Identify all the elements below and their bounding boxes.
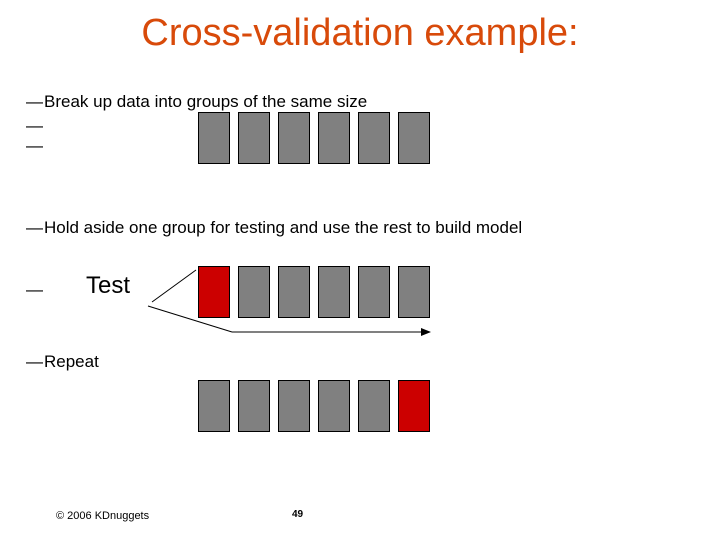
fold-box	[358, 266, 390, 318]
dash-icon: —	[26, 92, 44, 112]
fold-box	[358, 112, 390, 164]
slide-title: Cross-validation example:	[0, 12, 720, 55]
fold-box-test	[398, 380, 430, 432]
box-row-2	[198, 266, 430, 318]
fold-box	[198, 112, 230, 164]
copyright-footer: © 2006 KDnuggets	[56, 510, 149, 522]
dash-empty-1: —	[26, 116, 44, 136]
bullet-2: —Hold aside one group for testing and us…	[26, 218, 522, 238]
dash-icon: —	[26, 218, 44, 238]
fold-box	[278, 380, 310, 432]
dash-icon: —	[26, 352, 44, 372]
bullet-3-text: Repeat	[44, 352, 99, 371]
dash-empty-3: —	[26, 280, 44, 300]
fold-box	[398, 266, 430, 318]
dash-icon: —	[26, 116, 44, 136]
fold-box	[238, 380, 270, 432]
arrow-line	[152, 270, 196, 302]
fold-box-test	[198, 266, 230, 318]
dash-empty-2: —	[26, 136, 44, 156]
box-row-3	[198, 380, 430, 432]
bullet-2-text: Hold aside one group for testing and use…	[44, 218, 522, 237]
fold-box	[278, 112, 310, 164]
dash-icon: —	[26, 280, 44, 300]
fold-box	[318, 266, 350, 318]
fold-box	[238, 266, 270, 318]
fold-box	[358, 380, 390, 432]
fold-box	[198, 380, 230, 432]
dash-icon: —	[26, 136, 44, 156]
slide-number: 49	[292, 509, 303, 520]
bullet-1-text: Break up data into groups of the same si…	[44, 92, 367, 111]
fold-box	[238, 112, 270, 164]
bullet-3: —Repeat	[26, 352, 99, 372]
fold-box	[398, 112, 430, 164]
box-row-1	[198, 112, 430, 164]
fold-box	[318, 380, 350, 432]
fold-box	[278, 266, 310, 318]
test-label: Test	[86, 272, 130, 300]
bullet-1: —Break up data into groups of the same s…	[26, 92, 367, 112]
slide: Cross-validation example: —Break up data…	[0, 0, 720, 540]
fold-box	[318, 112, 350, 164]
